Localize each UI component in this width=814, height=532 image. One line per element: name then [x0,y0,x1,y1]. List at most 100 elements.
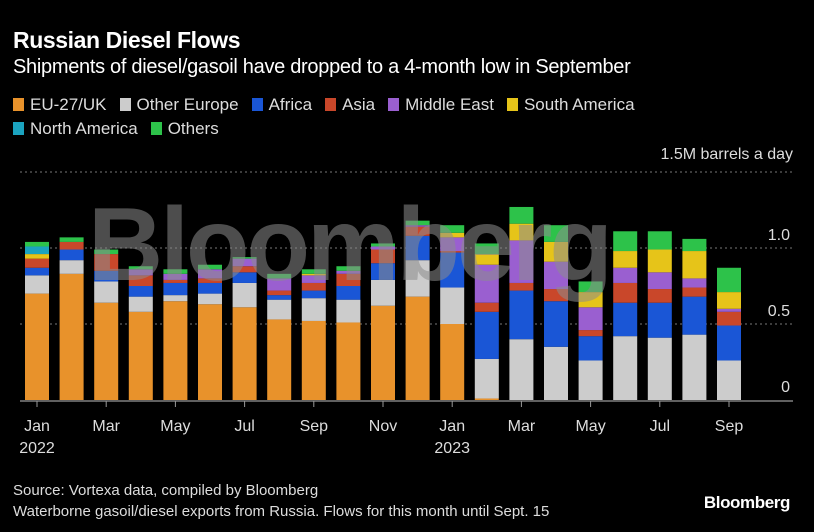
x-tick-label: Sep [300,418,329,435]
bar-segment-eu-27-uk [371,305,395,400]
bar-segment-other-europe [59,260,84,274]
legend-item: EU-27/UK [13,93,107,116]
bar-segment-south-america [25,254,49,259]
bar-segment-africa [544,301,568,347]
bar-segment-asia [128,275,153,286]
bar-segment-others [440,225,465,233]
bar-segment-middle-east [232,258,257,267]
bar-segment-others [682,238,707,252]
bar-segment-asia [25,258,49,268]
x-tick-label: May [160,418,190,435]
bar-segment-others [474,243,499,255]
x-tick-label: Nov [369,418,397,435]
legend-swatch [251,98,263,111]
y-tick-label: 0 [781,379,790,396]
bar-segment-asia [94,254,119,271]
legend-item: Other Europe [119,93,239,116]
bar-segment-asia [198,278,222,283]
bar-segment-asia [405,226,430,236]
bar-segment-south-america [474,254,499,265]
bar-segment-asia [440,251,465,253]
x-tick-label: Mar [508,418,536,435]
bar-segment-asia [59,241,84,250]
legend-label: EU-27/UK [30,95,107,114]
bar-segment-others [509,206,534,224]
bar-segment-others [717,267,741,293]
bar-segment-other-europe [717,360,741,400]
legend-label: Middle East [405,95,494,114]
bar-segment-others [232,257,257,259]
bar-segment-africa [405,235,430,261]
legend: EU-27/UK Other Europe Africa Asia Middle Eas… [13,93,803,141]
bar-segment-eu-27-uk [163,301,188,400]
x-tick-label: May [575,418,605,435]
bar-segment-south-america [717,292,741,309]
legend-swatch [506,98,518,111]
bar-segment-middle-east [371,246,395,250]
x-tick-label: Jul [234,418,254,435]
bar-segment-asia [163,279,188,283]
bar-segment-africa [163,282,188,296]
bar-segment-south-america [578,292,603,308]
bar-segment-others [301,269,326,274]
bar-segment-other-europe [336,299,361,323]
bar-segment-other-europe [544,346,568,400]
bar-segment-other-europe [613,336,638,400]
bar-segment-eu-27-uk [267,319,292,400]
bar-segment-africa [578,336,603,361]
legend-label: South America [523,95,635,114]
bar-segment-other-europe [94,281,119,303]
bar-segment-middle-east [301,275,326,283]
bar-segment-others [647,231,672,250]
bar-segment-africa [128,286,153,297]
x-tick-label: Jan [439,418,465,435]
bar-segment-africa [198,282,222,294]
legend-swatch [119,98,131,111]
bar-segment-middle-east [163,273,188,280]
legend-swatch [13,98,24,111]
bar-segment-asia [717,311,741,326]
x-tick-label: Mar [92,418,120,435]
bar-segment-middle-east [128,269,153,276]
legend-item: Middle East [388,93,494,116]
bar-segment-south-america [301,273,326,276]
bar-segment-others [544,225,568,242]
bar-segment-middle-east [267,278,292,291]
bar-segment-south-america [544,241,568,262]
legend-label: Asia [342,95,376,114]
bar-segment-asia [474,302,499,312]
bar-segment-asia [578,330,603,337]
bar-segment-eu-27-uk [405,296,430,400]
chart-subtitle: Shipments of diesel/gasoil have dropped … [13,56,631,78]
bar-segment-middle-east [613,267,638,283]
legend-label: Others [167,119,219,138]
bar-segment-africa [509,290,534,340]
bar-segment-africa [647,302,672,338]
bar-segment-south-america [509,223,534,241]
legend-swatch [325,98,337,111]
bar-segment-africa [94,270,119,282]
bar-segment-others [267,273,292,279]
methodology-note: Waterborne gasoil/diesel exports from Ru… [13,503,550,520]
bar-segment-africa [371,263,395,280]
legend-label: Other Europe [136,95,239,114]
bar-segment-other-europe [301,298,326,321]
bar-segment-north-america [25,246,49,255]
bar-segment-eu-27-uk [94,302,119,400]
bar-segment-asia [613,282,638,303]
bar-segment-africa [613,302,638,337]
bar-segment-others [128,266,153,270]
bar-segment-middle-east [682,278,707,288]
bar-segment-other-europe [232,282,257,308]
legend-swatch [150,122,162,135]
bar-segment-eu-27-uk [25,293,49,400]
bar-segment-middle-east [509,240,534,283]
bar-segment-africa [336,286,361,300]
bar-segment-other-europe [440,287,465,324]
bar-segment-eu-27-uk [474,398,499,400]
bar-segment-others [198,264,222,270]
bar-segment-asia [544,289,568,302]
legend-item: North America [13,117,138,140]
bar-segment-asia [647,289,672,303]
bar-segment-other-europe [128,296,153,312]
